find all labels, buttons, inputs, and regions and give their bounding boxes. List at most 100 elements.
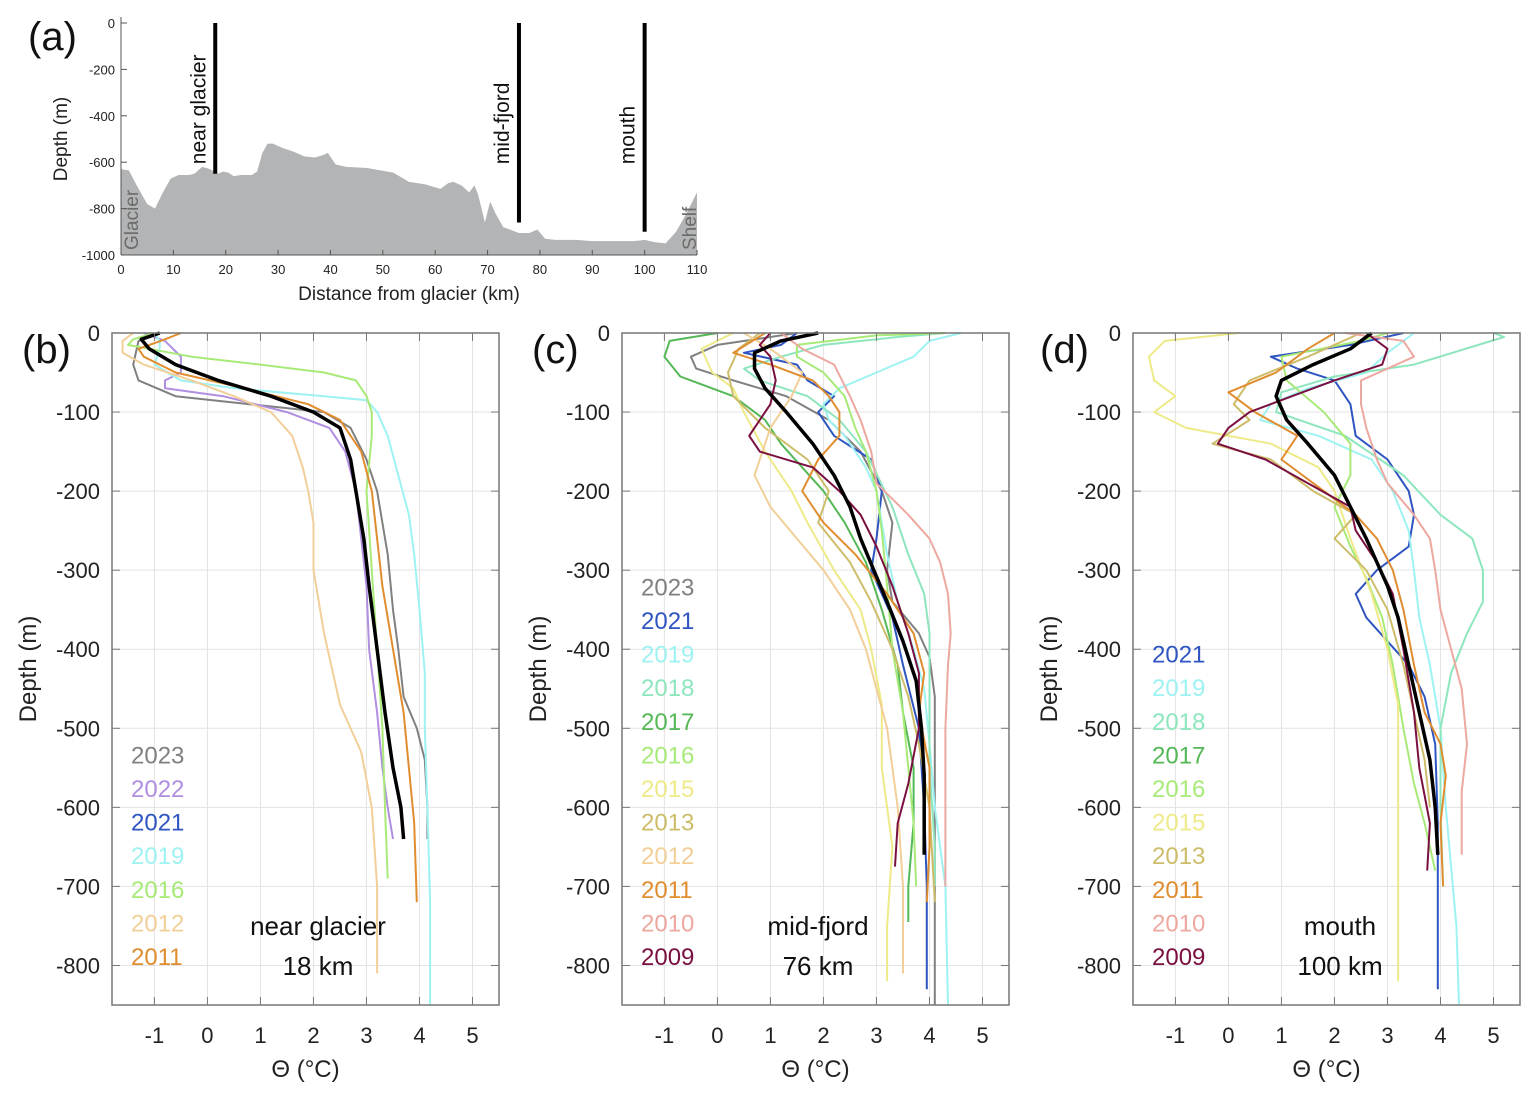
panel-c-mid-fjord: -1 0 1 2 3 4 5 0 -100 -200 -300 -400 -500 -600 -700 -80… xyxy=(525,321,1010,1083)
profile-line-2016 xyxy=(1280,332,1437,871)
legend-entry-2016: 2016 xyxy=(131,877,184,904)
y-tick-label: -800 xyxy=(1077,953,1121,978)
x-tick-label: 5 xyxy=(466,1023,478,1048)
x-tick-label: 40 xyxy=(323,262,337,277)
profile-line-2016 xyxy=(795,332,946,887)
y-tick-label: -500 xyxy=(1077,716,1121,741)
x-tick-label: 80 xyxy=(533,262,547,277)
panel-label-a: (a) xyxy=(28,15,77,59)
legend-entry-2010: 2010 xyxy=(641,910,694,937)
profile-line-2023 xyxy=(132,332,429,839)
x-tick-label: 70 xyxy=(480,262,494,277)
x-tick-label: 2 xyxy=(1328,1023,1340,1048)
y-tick-label: -600 xyxy=(1077,795,1121,820)
profile-line-2009 xyxy=(748,332,920,867)
y-tick-label: -200 xyxy=(566,479,610,504)
legend-entry-2022: 2022 xyxy=(131,776,184,803)
glacier-label: Glacier xyxy=(122,189,143,250)
y-tick-label: -800 xyxy=(89,202,115,217)
legend-entry-2012: 2012 xyxy=(641,843,694,870)
y-tick-label: -100 xyxy=(566,400,610,425)
y-tick-label: -1000 xyxy=(82,248,115,263)
legend-entry-2018: 2018 xyxy=(1152,709,1205,736)
legend-entry-2016: 2016 xyxy=(641,742,694,769)
axes-box xyxy=(1132,332,1521,1006)
station-label-mid-fjord: mid-fjord xyxy=(491,83,514,165)
x-tick-label: 50 xyxy=(376,262,390,277)
legend-entry-2012: 2012 xyxy=(131,910,184,937)
x-tick-label: 4 xyxy=(1434,1023,1446,1048)
profile-line-2013 xyxy=(1211,332,1431,808)
bathymetry-area xyxy=(121,143,697,255)
legend-entry-2015: 2015 xyxy=(1152,810,1205,837)
x-tick-label: 4 xyxy=(413,1023,425,1048)
y-tick-label: -300 xyxy=(56,558,100,583)
profile-line-2022 xyxy=(143,332,394,840)
panel-label-c: (c) xyxy=(532,328,579,372)
profile-line-2013 xyxy=(727,332,936,903)
legend-entry-2009: 2009 xyxy=(1152,944,1205,971)
legend-entry-2019: 2019 xyxy=(1152,675,1205,702)
x-tick-label: 5 xyxy=(1487,1023,1499,1048)
y-tick-label: -400 xyxy=(89,109,115,124)
panel-a-bathymetry: (a) near glacier mid-fjord mouth 0 -200 -400… xyxy=(28,15,707,305)
x-tick-label: -1 xyxy=(145,1023,165,1048)
x-axis-label: Θ (°C) xyxy=(271,1056,339,1083)
legend-entry-2011: 2011 xyxy=(1152,877,1204,904)
panel-d-mouth: -1 0 1 2 3 4 5 0 -100 -200 -300 -400 -500 -600 -700 -80… xyxy=(1036,321,1521,1083)
y-tick-label: -700 xyxy=(56,874,100,899)
x-tick-label: 3 xyxy=(360,1023,372,1048)
axes-box xyxy=(111,332,500,1006)
axes-box xyxy=(621,332,1010,1006)
y-tick-label: -300 xyxy=(566,558,610,583)
y-tick-label: -800 xyxy=(56,953,100,978)
y-axis-label: Depth (m) xyxy=(15,616,42,723)
profile-line-2015 xyxy=(700,332,894,982)
legend-entry-2015: 2015 xyxy=(641,776,694,803)
site-distance: 18 km xyxy=(283,951,354,981)
profile-line-2019 xyxy=(153,332,432,1005)
legend-entry-2021: 2021 xyxy=(641,608,694,635)
legend-entry-2023: 2023 xyxy=(131,742,184,769)
profile-line-2012 xyxy=(743,332,904,974)
y-axis-label: Depth (m) xyxy=(1036,616,1063,723)
station-markers: near glacier mid-fjord mouth xyxy=(187,23,647,232)
profile-line-2018 xyxy=(742,332,946,887)
site-distance: 76 km xyxy=(783,951,854,981)
legend-entry-2010: 2010 xyxy=(1152,910,1205,937)
y-tick-label: -400 xyxy=(566,637,610,662)
axes: -1 0 1 2 3 4 5 0 -100 -200 -300 -400 -500 -600 -700 -80… xyxy=(525,321,1010,1083)
series-lines xyxy=(121,331,432,1005)
y-tick-label: -200 xyxy=(1077,479,1121,504)
x-tick-label: 20 xyxy=(218,262,232,277)
x-tick-label: -1 xyxy=(1166,1023,1186,1048)
series-lines xyxy=(1147,331,1506,1006)
legend: 2023 2021 2019 2018 2017 2016 2015 2013 2012 2011… xyxy=(641,574,694,971)
y-tick-label: -600 xyxy=(89,155,115,170)
site-name: mid-fjord xyxy=(767,911,868,941)
y-tick-label: 0 xyxy=(88,321,100,346)
profile-line-2019 xyxy=(1259,332,1460,1006)
panel-label-b: (b) xyxy=(22,328,71,372)
profile-line-2011 xyxy=(1227,332,1447,887)
x-tick-label: 10 xyxy=(166,262,180,277)
y-tick-label: -500 xyxy=(56,716,100,741)
legend-entry-2013: 2013 xyxy=(641,810,694,837)
profile-line-2011 xyxy=(137,332,418,903)
y-tick-label: 0 xyxy=(598,321,610,346)
y-tick-label: -200 xyxy=(89,62,115,77)
x-tick-label: 1 xyxy=(764,1023,776,1048)
x-axis-label: Θ (°C) xyxy=(1292,1056,1360,1083)
x-tick-label: 30 xyxy=(271,262,285,277)
legend-entry-2017: 2017 xyxy=(641,709,694,736)
x-tick-label: 0 xyxy=(1222,1023,1234,1048)
grid xyxy=(112,332,499,1005)
x-tick-label: 0 xyxy=(117,262,124,277)
x-tick-label: 3 xyxy=(870,1023,882,1048)
profile-line-2017 xyxy=(663,332,915,922)
grid xyxy=(1133,332,1520,1005)
x-tick-label: 60 xyxy=(428,262,442,277)
y-tick-label: -100 xyxy=(56,400,100,425)
